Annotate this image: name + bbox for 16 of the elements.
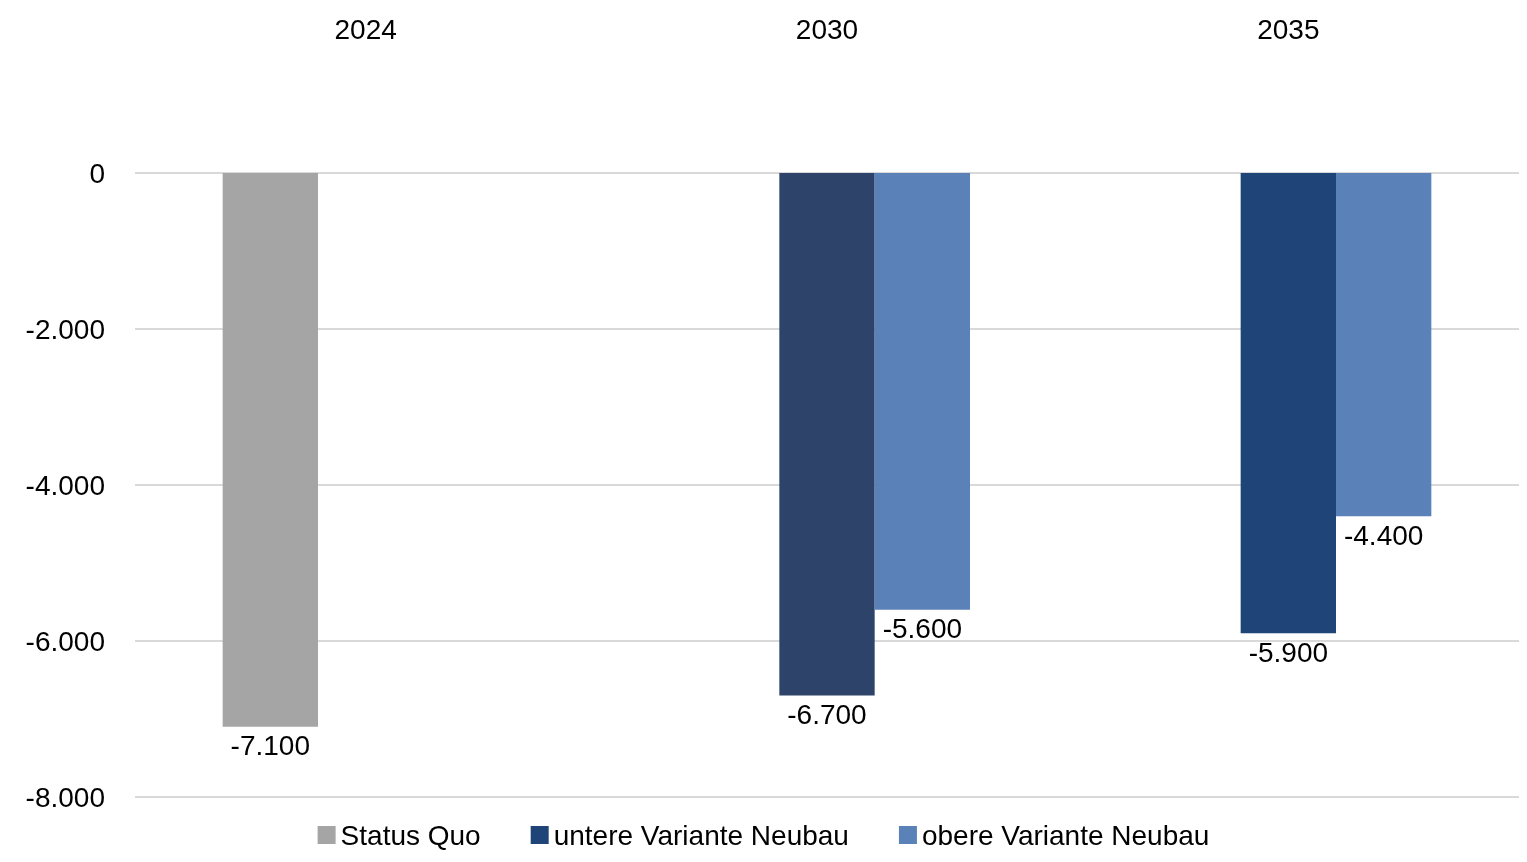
legend-label: untere Variante Neubau <box>553 819 849 851</box>
y-tick-label: -8.000 <box>25 781 105 813</box>
x-tick-label: 2035 <box>1257 13 1320 45</box>
y-tick-label: -6.000 <box>25 625 105 657</box>
data-label: -5.900 <box>1248 636 1329 668</box>
x-tick-label: 2030 <box>795 13 859 45</box>
data-label: -7.100 <box>230 730 311 762</box>
data-label: -6.700 <box>787 699 867 731</box>
legend-label: obere Variante Neubau <box>921 819 1210 851</box>
legend-label: Status Quo <box>340 819 481 851</box>
y-tick-label: -4.000 <box>25 469 105 501</box>
x-tick-label: 2024 <box>334 13 397 45</box>
y-tick-label: -2.000 <box>25 313 105 345</box>
data-label: -4.400 <box>1343 519 1424 551</box>
y-tick-label: 0 <box>89 157 105 189</box>
data-label: -5.600 <box>882 613 963 645</box>
